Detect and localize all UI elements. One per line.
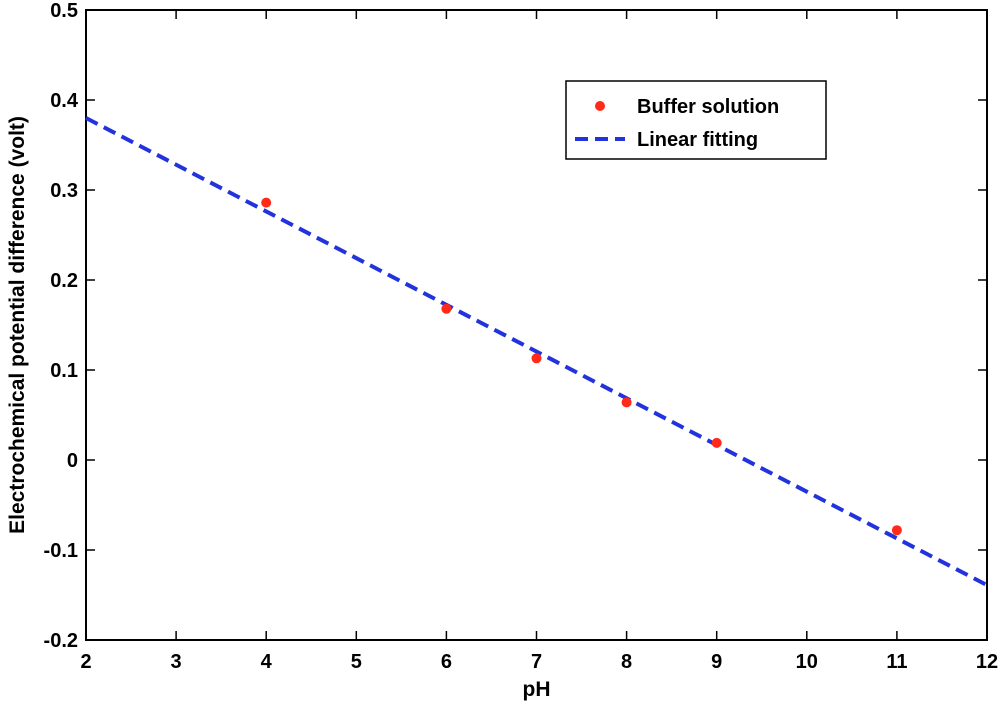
data-point: [261, 197, 272, 208]
y-axis-label: Electrochemical potential difference (vo…: [6, 116, 29, 534]
x-tick-label: 5: [351, 651, 362, 673]
x-tick-label: 10: [796, 651, 818, 673]
y-tick-label: -0.2: [44, 630, 78, 652]
x-tick-label: 3: [171, 651, 182, 673]
x-tick-label: 12: [976, 651, 998, 673]
legend-marker-buffer-solution: [595, 101, 605, 111]
y-tick-label: 0.5: [50, 0, 78, 22]
legend-label-buffer-solution: Buffer solution: [637, 96, 779, 118]
y-axis: -0.2 -0.1 0 0.1 0.2 0.3 0.4 0.5: [44, 0, 987, 652]
y-tick-label: -0.1: [44, 540, 78, 562]
x-axis-label: pH: [523, 678, 551, 701]
data-point: [891, 525, 902, 536]
data-point: [711, 437, 722, 448]
legend-box: [565, 80, 827, 160]
x-tick-label: 4: [261, 651, 273, 673]
data-point: [531, 353, 542, 364]
x-tick-label: 2: [80, 651, 91, 673]
legend: Buffer solution Linear fitting: [565, 80, 827, 160]
data-point: [621, 397, 632, 408]
y-tick-label: 0.4: [50, 90, 79, 112]
series-line-linear-fitting: [85, 116, 988, 587]
y-tick-label: 0.1: [50, 360, 78, 382]
x-tick-label: 8: [621, 651, 632, 673]
y-tick-label: 0.2: [50, 270, 78, 292]
data-point: [441, 303, 452, 314]
legend-label-linear-fitting: Linear fitting: [637, 129, 758, 151]
x-tick-label: 11: [886, 651, 907, 673]
x-axis: 2 3 4 5 6 7 8 9 10 11 12: [80, 10, 998, 673]
x-tick-label: 9: [711, 651, 722, 673]
x-tick-label: 7: [531, 651, 542, 673]
y-tick-label: 0.3: [50, 180, 78, 202]
plot-area: [85, 9, 988, 641]
x-tick-label: 6: [441, 651, 452, 673]
y-tick-label: 0: [67, 450, 78, 472]
series-layer: [85, 116, 988, 587]
plot-frame: [85, 9, 988, 641]
